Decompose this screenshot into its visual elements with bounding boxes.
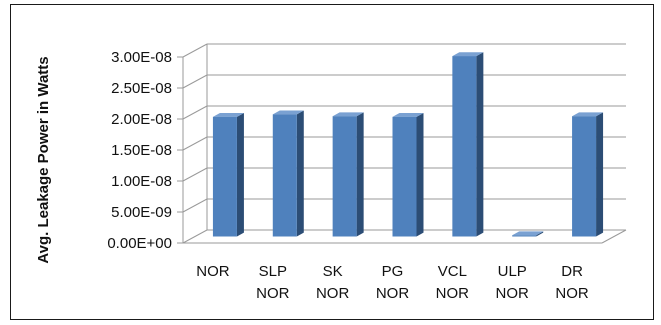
bar-side	[416, 112, 424, 237]
x-category-label: NOR	[316, 285, 350, 302]
gridline-depth	[182, 229, 208, 244]
chart-frame	[10, 4, 654, 320]
bar	[212, 112, 244, 237]
gridline-depth	[182, 43, 208, 58]
bar-side	[356, 112, 364, 237]
gridline-depth	[182, 136, 208, 151]
y-tick-label: 3.00E-08	[111, 49, 172, 66]
bar-top	[512, 231, 544, 236]
x-category-label: NOR	[196, 263, 230, 280]
y-tick-labels: 0.00E+00 5.00E-09 1.00E-08 1.50E-08 2.00E-08…	[107, 49, 172, 252]
bar-top	[272, 110, 304, 115]
bar-top	[332, 112, 364, 117]
y-axis-label: Avg. Leakage Power in Watts	[35, 56, 52, 263]
x-category-label: ULP	[498, 263, 527, 280]
x-category-label: NOR	[376, 285, 410, 302]
bar-front	[272, 114, 297, 237]
bar-front	[212, 116, 237, 237]
bar-front	[332, 116, 357, 237]
y-tick-label: 2.00E-08	[111, 111, 172, 128]
gridline-depth	[182, 198, 208, 213]
bar-top	[392, 112, 424, 117]
floor-edge	[601, 229, 627, 244]
x-category-label: NOR	[496, 285, 530, 302]
category-labels: NOR SLP NOR SK NOR PG NOR VCL NOR ULP NOR DR NOR	[196, 263, 589, 302]
bar	[452, 52, 484, 237]
bar-side	[236, 112, 244, 237]
bar	[512, 231, 544, 237]
bar-front	[572, 116, 597, 237]
bar-side	[296, 110, 304, 237]
x-category-label: VCL	[438, 263, 467, 280]
x-category-label: SLP	[259, 263, 287, 280]
y-tick-label: 0.00E+00	[107, 235, 172, 252]
gridline-depth	[182, 74, 208, 89]
bar	[272, 110, 304, 237]
x-category-label: NOR	[555, 285, 589, 302]
y-tick-label: 1.50E-08	[111, 142, 172, 159]
x-category-label: NOR	[436, 285, 470, 302]
bar-top	[452, 52, 484, 57]
bar-side	[536, 231, 544, 237]
gridline-depth	[182, 105, 208, 120]
y-tick-label: 5.00E-09	[111, 204, 172, 221]
bar-top	[212, 112, 244, 117]
bar	[332, 112, 364, 237]
bar	[392, 112, 424, 237]
bar-front	[452, 56, 477, 237]
bar	[572, 112, 604, 237]
bar-side	[476, 52, 484, 237]
y-tick-label: 2.50E-08	[111, 80, 172, 97]
bar-front	[512, 235, 537, 237]
bar-side	[596, 112, 604, 237]
bars	[212, 52, 604, 237]
bar-top	[572, 112, 604, 117]
x-category-label: DR	[561, 263, 583, 280]
x-category-label: NOR	[256, 285, 290, 302]
bar-front	[392, 116, 417, 237]
x-category-label: SK	[323, 263, 343, 280]
y-tick-label: 1.00E-08	[111, 173, 172, 190]
x-category-label: PG	[382, 263, 404, 280]
gridline-depth	[182, 167, 208, 182]
